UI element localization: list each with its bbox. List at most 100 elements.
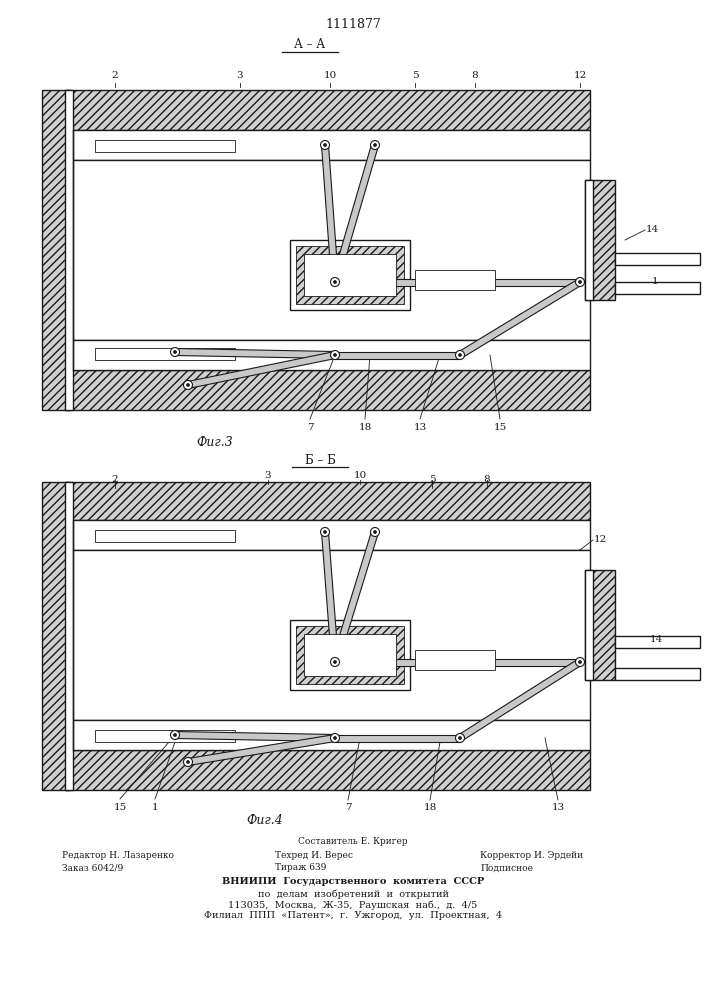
Text: 18: 18 (423, 802, 437, 812)
Bar (95, 530, 235, 542)
Circle shape (330, 351, 339, 360)
Polygon shape (322, 532, 339, 662)
Circle shape (459, 354, 462, 357)
Bar (290, 240, 410, 310)
Text: 3: 3 (237, 70, 243, 80)
Text: 7: 7 (345, 802, 351, 812)
Circle shape (575, 277, 585, 286)
Circle shape (334, 354, 337, 357)
Circle shape (373, 530, 377, 534)
Text: 14: 14 (649, 636, 662, 645)
Text: Составитель Е. Кригер: Составитель Е. Кригер (298, 838, 408, 846)
Circle shape (170, 348, 180, 357)
Polygon shape (322, 145, 339, 282)
Circle shape (187, 383, 189, 386)
Bar (304, 254, 396, 296)
Text: Фиг.3: Фиг.3 (197, 436, 233, 448)
Text: Техред И. Верес: Техред И. Верес (275, 852, 353, 860)
Circle shape (173, 734, 177, 736)
Polygon shape (175, 732, 335, 741)
Text: 5: 5 (411, 70, 419, 80)
Circle shape (170, 730, 180, 740)
Bar (615, 282, 700, 294)
Circle shape (187, 760, 189, 764)
Bar (304, 634, 396, 676)
Text: Фиг.4: Фиг.4 (247, 814, 284, 828)
Polygon shape (458, 279, 582, 358)
Bar (415, 650, 495, 670)
Circle shape (578, 280, 581, 284)
Bar (65, 720, 590, 750)
Circle shape (334, 280, 337, 284)
Text: А – А: А – А (294, 38, 325, 51)
Circle shape (324, 530, 327, 534)
Text: 113035,  Москва,  Ж-35,  Раушская  наб.,  д.  4/5: 113035, Москва, Ж-35, Раушская наб., д. … (228, 900, 478, 910)
Circle shape (184, 380, 192, 389)
Text: 3: 3 (264, 472, 271, 481)
Polygon shape (187, 352, 336, 388)
Text: 15: 15 (113, 802, 127, 812)
Circle shape (373, 143, 377, 146)
Text: 2: 2 (112, 70, 118, 80)
Circle shape (320, 140, 329, 149)
Circle shape (330, 277, 339, 286)
Polygon shape (335, 352, 460, 359)
Circle shape (330, 734, 339, 742)
Text: 12: 12 (573, 70, 587, 80)
Circle shape (455, 734, 464, 742)
Bar (296, 626, 404, 684)
Circle shape (324, 143, 327, 146)
Polygon shape (335, 734, 460, 742)
Circle shape (330, 658, 339, 666)
Text: ВНИИПИ  Государственного  комитета  СССР: ВНИИПИ Государственного комитета СССР (222, 878, 484, 886)
Text: 12: 12 (593, 536, 607, 544)
Circle shape (575, 658, 585, 666)
Bar (615, 636, 700, 648)
Bar (65, 130, 590, 160)
Polygon shape (335, 278, 580, 286)
Text: 1111877: 1111877 (325, 18, 381, 31)
Text: 13: 13 (551, 802, 565, 812)
Bar (65, 520, 590, 550)
Text: 5: 5 (428, 476, 436, 485)
Circle shape (334, 660, 337, 664)
Bar (585, 180, 593, 300)
Circle shape (370, 528, 380, 536)
Polygon shape (332, 144, 378, 283)
Bar (585, 570, 593, 680)
Bar (65, 482, 73, 790)
Polygon shape (332, 531, 378, 663)
Circle shape (370, 140, 380, 149)
Circle shape (173, 351, 177, 354)
Text: по  делам  изобретений  и  открытий: по делам изобретений и открытий (257, 889, 448, 899)
Bar (65, 340, 590, 370)
Text: Б – Б: Б – Б (305, 454, 335, 466)
Bar (65, 550, 590, 720)
Bar (615, 253, 700, 265)
Bar (95, 730, 235, 742)
Text: 7: 7 (307, 422, 313, 432)
Polygon shape (458, 659, 582, 741)
Text: 8: 8 (472, 70, 479, 80)
Bar (585, 180, 615, 300)
Bar (65, 482, 590, 520)
Bar (42, 90, 70, 410)
Circle shape (334, 736, 337, 740)
Text: Подписное: Подписное (480, 863, 533, 872)
Circle shape (455, 351, 464, 360)
Text: 1: 1 (152, 802, 158, 812)
Bar (65, 370, 590, 410)
Polygon shape (187, 735, 336, 765)
Bar (95, 140, 235, 152)
Text: Заказ 6042/9: Заказ 6042/9 (62, 863, 123, 872)
Text: 13: 13 (414, 422, 426, 432)
Text: 8: 8 (484, 476, 491, 485)
Text: 2: 2 (112, 476, 118, 485)
Polygon shape (175, 349, 335, 358)
Text: 1: 1 (652, 277, 658, 286)
Bar (65, 750, 590, 790)
Bar (95, 348, 235, 360)
Text: 10: 10 (323, 70, 337, 80)
Bar (65, 160, 590, 340)
Bar (585, 570, 615, 680)
